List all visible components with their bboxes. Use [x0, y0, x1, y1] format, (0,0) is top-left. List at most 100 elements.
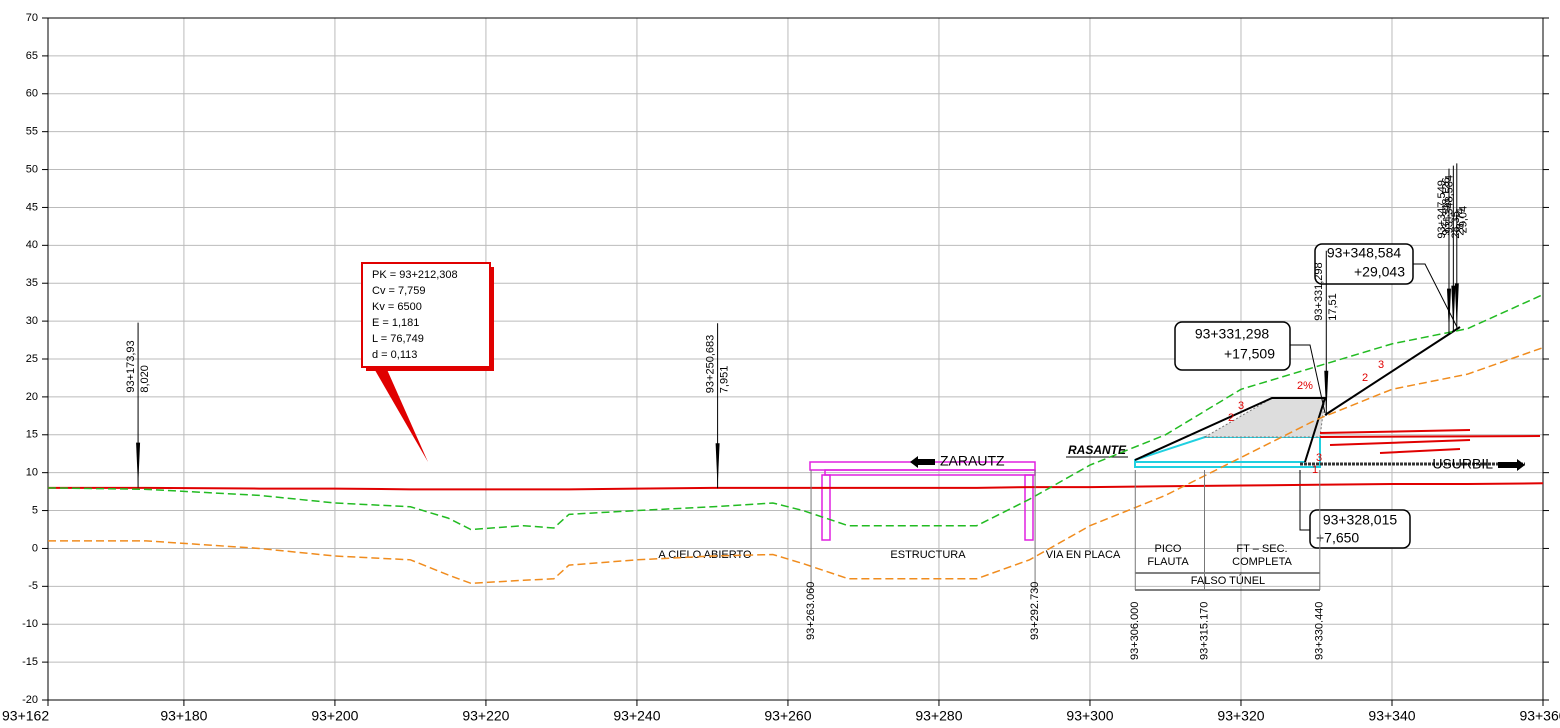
station-label: 93+263.060 [805, 582, 817, 640]
vertical-curve-box [361, 262, 491, 368]
station-label: 93+315.170 [1198, 602, 1210, 660]
arrow [910, 456, 935, 468]
marker-label: 93+331,298 [1313, 262, 1325, 320]
marker-arrow [1454, 283, 1459, 329]
direction: USURBIL [1432, 456, 1493, 472]
section: FT – SEC. [1236, 543, 1287, 555]
callout: 93+328,015 [1323, 512, 1398, 528]
vertical-curve-line: E = 1,181 [372, 317, 419, 329]
leader [1290, 344, 1326, 414]
marker-arrow [136, 442, 141, 488]
marker-elev: 8,020 [139, 365, 151, 393]
slope-label: 3 [1378, 359, 1384, 371]
section: COMPLETA [1232, 556, 1292, 568]
y-tick-label: 10 [26, 467, 38, 479]
y-tick-label: 30 [26, 315, 38, 327]
grid [47, 17, 1544, 701]
slope-label: 2 [1228, 412, 1234, 424]
section: A CIELO ABIERTO [658, 549, 752, 561]
marker-arrow [1324, 370, 1329, 416]
rasante-label: RASANTE [1068, 443, 1127, 457]
y-tick-label: 15 [26, 429, 38, 441]
tunnel [1134, 436, 1321, 468]
y-tick-label: 0 [32, 542, 38, 554]
y-tick-label: 45 [26, 201, 38, 213]
y-tick-label: -20 [22, 694, 38, 706]
x-tick-label: 93+320 [1217, 708, 1264, 724]
x-tick-label: 93+260 [764, 708, 811, 724]
marker-elev: 29,04 [1458, 206, 1470, 234]
marker-label: 93+348,126 [1440, 177, 1452, 235]
x-tick-label: 93+280 [915, 708, 962, 724]
x-tick-label: 93+180 [160, 708, 207, 724]
marker-label: 93+250,683 [705, 335, 717, 393]
slope-label: 2 [1362, 372, 1368, 384]
y-tick-label: 20 [26, 391, 38, 403]
fill [1203, 397, 1326, 438]
slope-label: 3 [1238, 400, 1244, 412]
vertical-curve-line: Kv = 6500 [372, 301, 422, 313]
section: FALSO TÚNEL [1191, 574, 1265, 587]
callout: 93+348,584 [1327, 245, 1402, 261]
plot-frame [47, 17, 1544, 701]
x-tick-label: 93+360 [1519, 708, 1560, 724]
marker-label: 93+347,549 [1436, 180, 1448, 238]
profile-line [48, 346, 1544, 585]
leader [1299, 470, 1310, 531]
y-tick-label: 5 [32, 504, 38, 516]
x-tick-label: 93+162 [2, 708, 49, 724]
marker-arrow [715, 443, 720, 489]
direction: ZARAUTZ [940, 453, 1005, 469]
vertical-curve-line: d = 0,113 [372, 349, 417, 361]
y-tick-label: 40 [26, 239, 38, 251]
y-tick-label: -10 [22, 618, 38, 630]
marker-elev: 7,951 [719, 366, 731, 394]
x-tick-label: 93+300 [1066, 708, 1113, 724]
slope-label: 1 [1312, 464, 1318, 476]
station-label: 93+306.000 [1129, 602, 1141, 660]
arrow [1498, 459, 1525, 471]
x-tick-label: 93+200 [311, 708, 358, 724]
x-tick-label: 93+220 [462, 708, 509, 724]
callout-box [1174, 321, 1291, 371]
station-label: 93+292.730 [1029, 582, 1041, 640]
leader [1413, 263, 1458, 328]
marker-arrow [1451, 285, 1456, 331]
marker-arrow [1446, 288, 1451, 334]
callout-box [1309, 509, 1411, 549]
y-tick-label: 35 [26, 277, 38, 289]
y-tick-label: 25 [26, 353, 38, 365]
slope-label: 2% [1297, 380, 1313, 392]
marker-label: 93+173,93 [125, 340, 137, 392]
marker-elev: 17,51 [1327, 293, 1339, 321]
slope-label: 3 [1316, 452, 1322, 464]
profile-line [47, 293, 1544, 531]
y-tick-label: -5 [28, 580, 38, 592]
y-tick-label: 70 [26, 12, 38, 24]
vertical-curve-line: Cv = 7,759 [372, 285, 426, 297]
bridge [809, 461, 1036, 541]
slope [1324, 326, 1461, 416]
y-tick-label: 65 [26, 50, 38, 62]
y-tick-label: 60 [26, 88, 38, 100]
station-label: 93+330.440 [1314, 602, 1326, 660]
y-tick-label: 55 [26, 126, 38, 138]
callout: +7,650 [1316, 530, 1359, 546]
callout: 93+331,298 [1195, 326, 1270, 342]
track [1319, 429, 1541, 454]
y-tick-label: -15 [22, 656, 38, 668]
slope [1134, 397, 1327, 463]
section: PICO [1155, 543, 1182, 555]
vertical-curve-line: PK = 93+212,308 [372, 269, 458, 281]
callout: +29,043 [1354, 264, 1405, 280]
x-tick-label: 93+240 [613, 708, 660, 724]
y-tick-label: 50 [26, 163, 38, 175]
callout: +17,509 [1224, 346, 1275, 362]
section: FLAUTA [1147, 556, 1189, 568]
x-tick-label: 93+340 [1368, 708, 1415, 724]
leader [372, 365, 428, 462]
section: ESTRUCTURA [890, 549, 966, 561]
vertical-curve-line: L = 76,749 [372, 333, 424, 345]
marker-label: 93+348,584 [1444, 175, 1456, 233]
